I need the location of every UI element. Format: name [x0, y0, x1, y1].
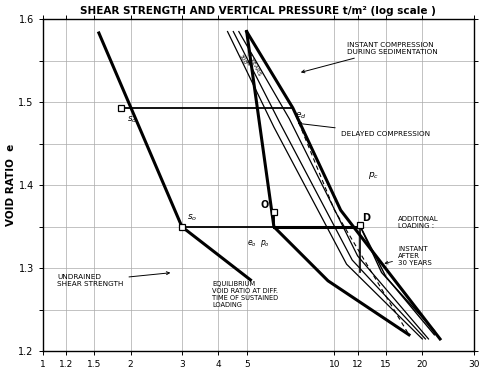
Text: $s_d$: $s_d$ [127, 115, 137, 125]
Text: 30: 30 [243, 58, 251, 67]
Text: O: O [260, 200, 268, 210]
Text: 300: 300 [237, 54, 246, 66]
Text: EQUILIBRIUM
VOID RATIO AT DIFF.
TIME OF SUSTAINED
LOADING: EQUILIBRIUM VOID RATIO AT DIFF. TIME OF … [212, 281, 277, 308]
Text: UNDRAINED
SHEAR STRENGTH: UNDRAINED SHEAR STRENGTH [57, 272, 169, 287]
Text: ADDITONAL
LOADING :: ADDITONAL LOADING : [397, 216, 438, 229]
Text: $e_o$  $p_o$: $e_o$ $p_o$ [247, 238, 270, 249]
Text: 3 YEARS: 3 YEARS [246, 53, 261, 77]
Text: $s_o$: $s_o$ [186, 212, 197, 223]
Text: $e_d$: $e_d$ [295, 111, 306, 121]
Text: DELAYED COMPRESSION: DELAYED COMPRESSION [298, 122, 429, 137]
Y-axis label: VOID RATIO  e: VOID RATIO e [5, 144, 15, 226]
Text: D: D [362, 213, 369, 223]
Text: $p_c$: $p_c$ [367, 170, 378, 181]
Text: INSTANT COMPRESSION
DURING SEDIMENTATION: INSTANT COMPRESSION DURING SEDIMENTATION [301, 42, 437, 73]
Text: INSTANT
AFTER
30 YEARS: INSTANT AFTER 30 YEARS [384, 246, 431, 266]
Title: SHEAR STRENGTH AND VERTICAL PRESSURE t/m² (log scale ): SHEAR STRENGTH AND VERTICAL PRESSURE t/m… [80, 6, 435, 15]
